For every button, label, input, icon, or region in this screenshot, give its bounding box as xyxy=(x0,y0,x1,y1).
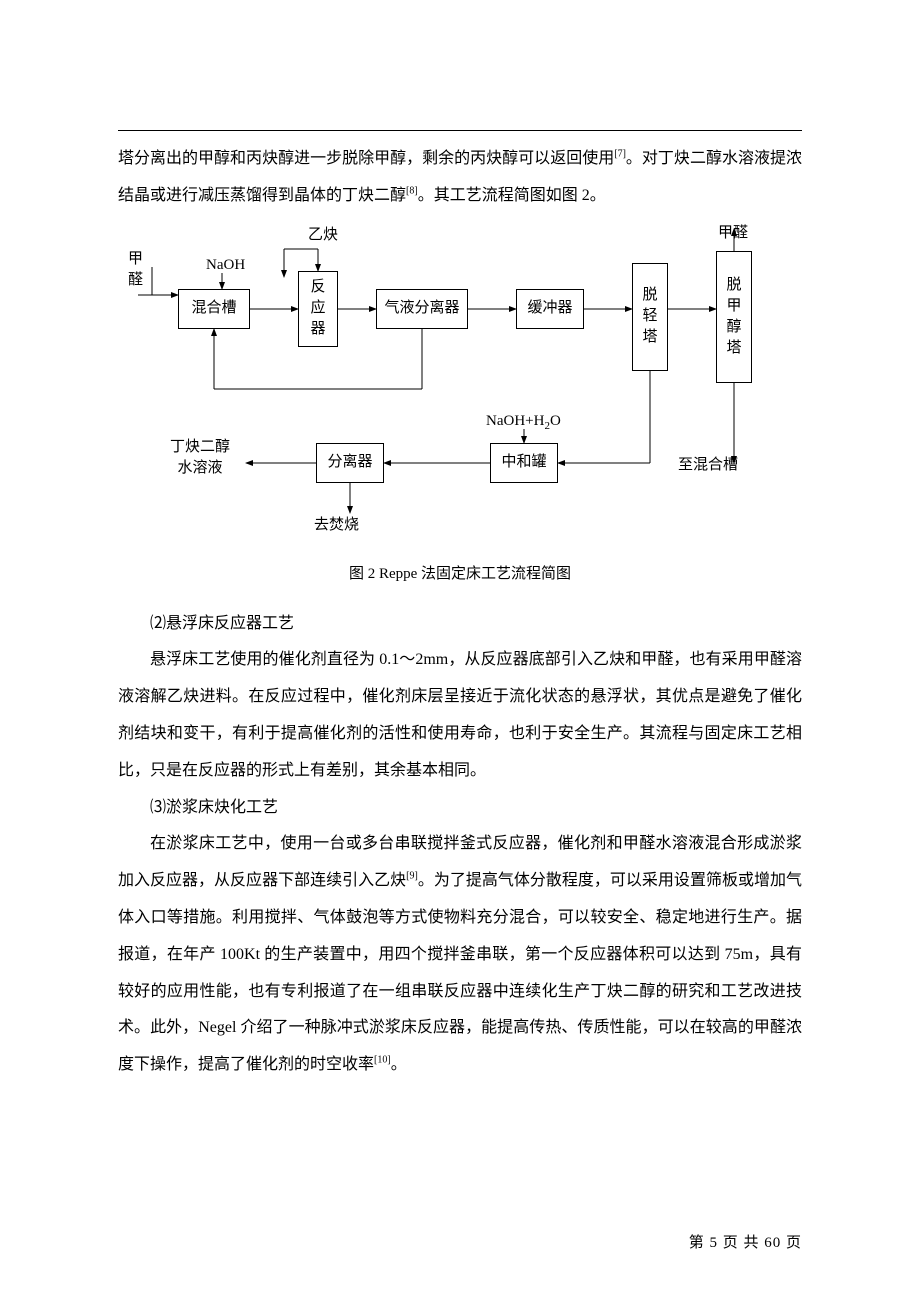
figure-caption: 图 2 Reppe 法固定床工艺流程简图 xyxy=(118,561,802,588)
flow-label-jiaquan_in: 甲醛 xyxy=(128,249,143,291)
section-2-text: 悬浮床工艺使用的催化剂直径为 0.1～2mm，从反应器底部引入乙炔和甲醛，也有采… xyxy=(118,642,802,789)
flow-box-buf: 缓冲器 xyxy=(516,289,584,329)
flowchart-figure: 混合槽反应器气液分离器缓冲器脱轻塔脱甲醇塔中和罐分离器甲醛NaOH乙炔甲醛NaO… xyxy=(118,219,802,559)
top-rule xyxy=(118,130,802,131)
flow-label-naoh_in: NaOH xyxy=(206,255,245,276)
flow-label-to_mix: 至混合槽 xyxy=(678,455,738,476)
flowchart-canvas: 混合槽反应器气液分离器缓冲器脱轻塔脱甲醇塔中和罐分离器甲醛NaOH乙炔甲醛NaO… xyxy=(118,219,802,559)
footer-suffix: 页 xyxy=(786,1235,802,1251)
flow-box-sep2: 分离器 xyxy=(316,443,384,483)
flow-label-jiaquan_out: 甲醛 xyxy=(718,223,748,244)
flow-box-col2: 脱甲醇塔 xyxy=(716,251,752,383)
flow-label-prod: 丁炔二醇水溶液 xyxy=(170,437,230,479)
section-2-body: 悬浮床工艺使用的催化剂直径为 0.1～2mm，从反应器底部引入乙炔和甲醛，也有采… xyxy=(118,642,802,789)
flow-box-react: 反应器 xyxy=(298,271,338,347)
footer-prefix: 第 xyxy=(689,1235,705,1251)
flow-box-col1: 脱轻塔 xyxy=(632,263,668,371)
footer-mid: 页 共 xyxy=(723,1235,760,1251)
section-3-heading: ⑶淤浆床炔化工艺 xyxy=(118,790,802,827)
footer-total: 60 xyxy=(764,1235,781,1251)
page: 塔分离出的甲醇和丙炔醇进一步脱除甲醇，剩余的丙炔醇可以返回使用[7]。对丁炔二醇… xyxy=(0,0,920,1302)
flow-label-yigui_in: 乙炔 xyxy=(308,225,338,246)
section-3-body: 在淤浆床工艺中，使用一台或多台串联搅拌釜式反应器，催化剂和甲醛水溶液混合形成淤浆… xyxy=(118,826,802,1084)
flow-label-burn: 去焚烧 xyxy=(314,515,359,536)
intro-text: 塔分离出的甲醇和丙炔醇进一步脱除甲醇，剩余的丙炔醇可以返回使用[7]。对丁炔二醇… xyxy=(118,150,802,204)
page-footer: 第 5 页 共 60 页 xyxy=(689,1231,802,1252)
section-3-text: 在淤浆床工艺中，使用一台或多台串联搅拌釜式反应器，催化剂和甲醛水溶液混合形成淤浆… xyxy=(118,826,802,1084)
flow-label-naoh_h2o: NaOH+H2O xyxy=(486,411,561,434)
intro-paragraph: 塔分离出的甲醇和丙炔醇进一步脱除甲醇，剩余的丙炔醇可以返回使用[7]。对丁炔二醇… xyxy=(118,141,802,215)
flow-box-sep: 气液分离器 xyxy=(376,289,468,329)
footer-page: 5 xyxy=(709,1235,718,1251)
flow-box-neut: 中和罐 xyxy=(490,443,558,483)
flow-box-mix: 混合槽 xyxy=(178,289,250,329)
section-2-heading: ⑵悬浮床反应器工艺 xyxy=(118,606,802,643)
